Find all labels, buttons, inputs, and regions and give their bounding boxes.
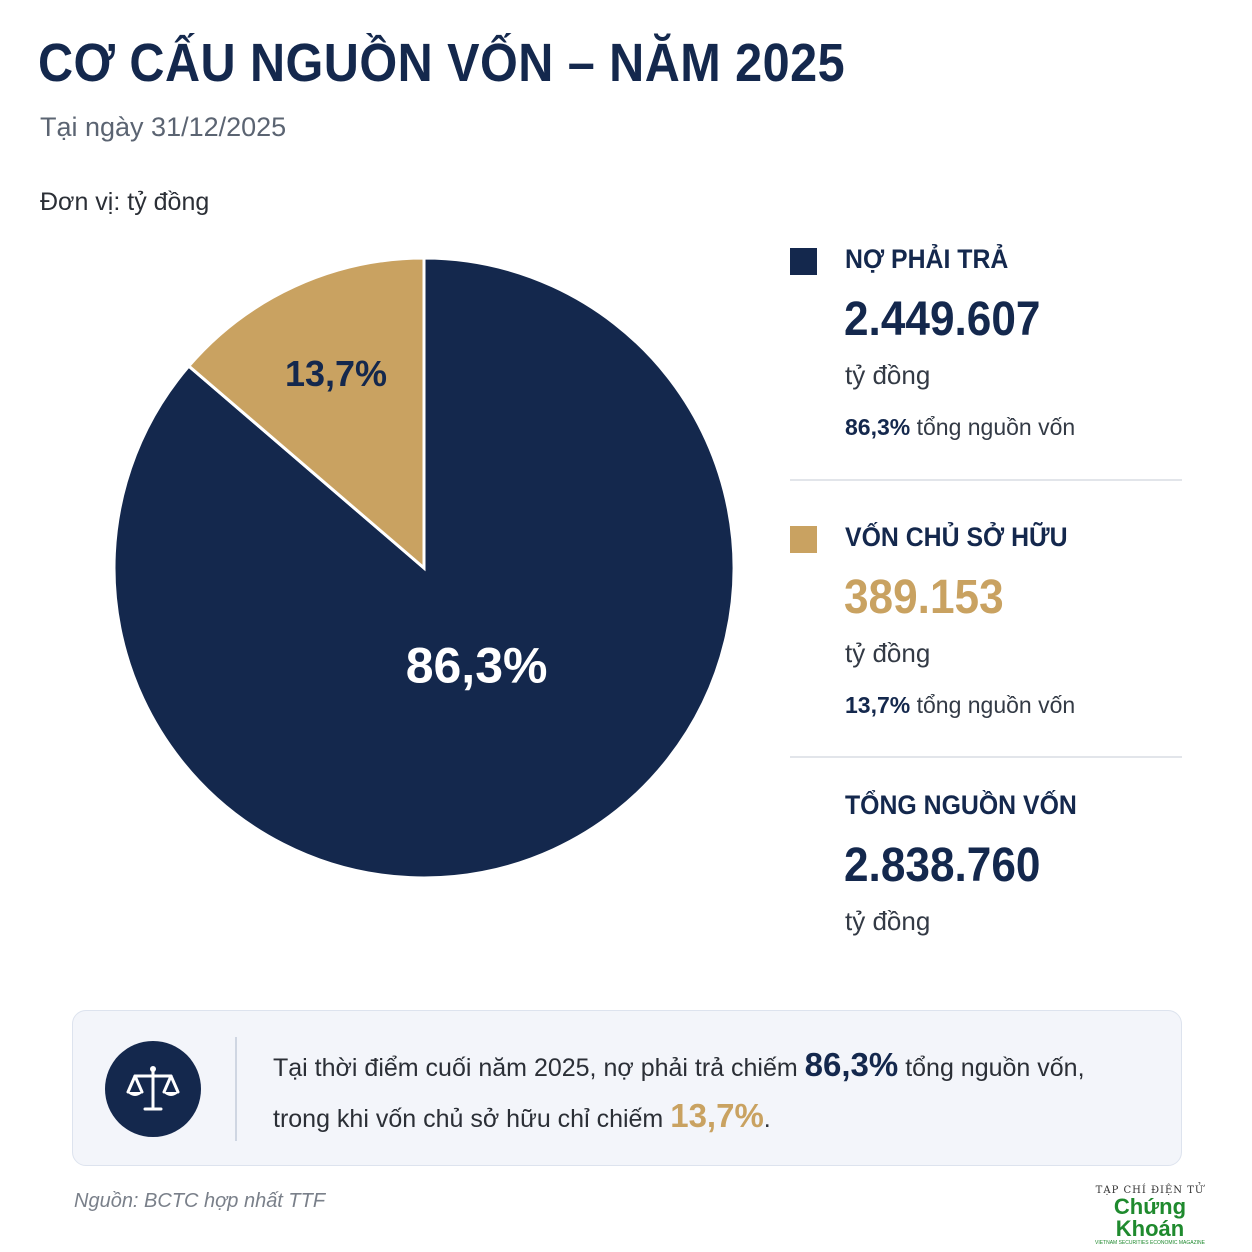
brand-sub: VIETNAM SECURITIES ECONOMIC MAGAZINE <box>1094 1240 1205 1246</box>
note-part1: Tại thời điểm cuối năm 2025, nợ phải trả… <box>273 1054 798 1082</box>
legend-swatch <box>790 526 817 553</box>
legend-divider <box>790 479 1182 481</box>
note-part3: trong khi vốn chủ sở hữu chỉ chiếm <box>273 1105 664 1133</box>
pie-slice <box>112 256 736 880</box>
legend-share-pct: 86,3% <box>845 414 911 440</box>
note-part2: tổng nguồn vốn, <box>905 1054 1085 1082</box>
note-part4: . <box>763 1105 771 1133</box>
page-subtitle: Tại ngày 31/12/2025 <box>40 112 287 142</box>
legend-unit: tỷ đồng <box>845 360 931 390</box>
legend-item-equity: VỐN CHỦ SỞ HỮU 389.153 tỷ đồng 13,7% tổn… <box>790 522 1182 722</box>
legend-share-text: tổng nguồn vốn <box>916 692 1076 718</box>
legend-share-pct: 13,7% <box>845 692 911 718</box>
legend-share-text: tổng nguồn vốn <box>916 414 1076 440</box>
note-pct2: 13,7% <box>670 1097 764 1134</box>
note-box: Tại thời điểm cuối năm 2025, nợ phải trả… <box>72 1010 1182 1166</box>
legend-name: NỢ PHẢI TRẢ <box>845 244 1009 274</box>
source-note: Nguồn: BCTC hợp nhất TTF <box>74 1190 326 1212</box>
note-pct1: 86,3% <box>804 1046 899 1083</box>
unit-label: Đơn vị: tỷ đồng <box>40 188 210 216</box>
scale-icon <box>105 1041 201 1137</box>
legend-item-liabilities: NỢ PHẢI TRẢ 2.449.607 tỷ đồng 86,3% tổng… <box>790 244 1182 444</box>
pie-slice-label: 86,3% <box>406 638 548 694</box>
brand-top: TẠP CHÍ ĐIỆN TỬ <box>1095 1185 1205 1196</box>
pie-slice-label: 13,7% <box>285 353 387 394</box>
legend-unit: tỷ đồng <box>845 638 931 668</box>
page-title: CƠ CẤU NGUỒN VỐN – NĂM 2025 <box>38 33 846 93</box>
legend-name: VỐN CHỦ SỞ HỮU <box>845 522 1068 552</box>
pie-slice <box>186 256 426 572</box>
legend-total: TỔNG NGUỒN VỐN 2.838.760 tỷ đồng <box>790 790 1182 950</box>
total-value: 2.838.760 <box>844 839 1041 892</box>
total-name: TỔNG NGUỒN VỐN <box>845 790 1077 820</box>
note-text: Tại thời điểm cuối năm 2025, nợ phải trả… <box>273 1041 1163 1143</box>
legend-share: 86,3% tổng nguồn vốn <box>845 414 1075 441</box>
legend-swatch <box>790 248 817 275</box>
total-unit: tỷ đồng <box>845 906 931 936</box>
legend-value: 389.153 <box>844 571 1004 624</box>
legend-divider <box>790 756 1182 758</box>
pie-chart: 86,3% 13,7% <box>112 256 736 880</box>
note-separator <box>235 1037 237 1141</box>
legend-value: 2.449.607 <box>844 293 1041 346</box>
brand-main: Chứng Khoán <box>1113 1194 1187 1241</box>
legend-share: 13,7% tổng nguồn vốn <box>845 692 1075 719</box>
brand-logo: TẠP CHÍ ĐIỆN TỬ Chứng Khoán VIETNAM SECU… <box>1094 1185 1206 1246</box>
